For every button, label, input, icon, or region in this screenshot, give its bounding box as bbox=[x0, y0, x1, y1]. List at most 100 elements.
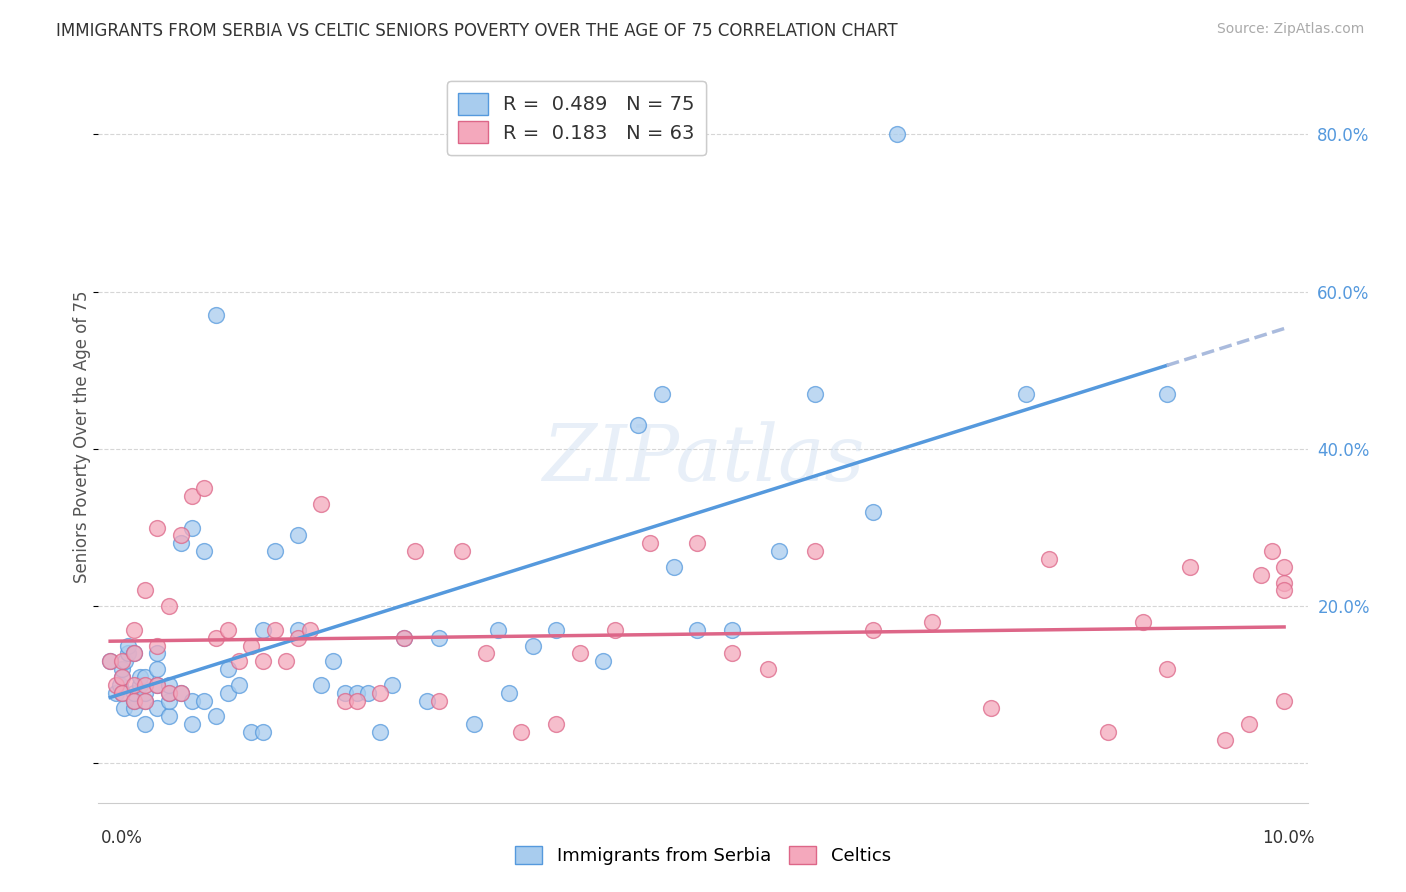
Point bbox=[522, 639, 544, 653]
Point bbox=[1015, 387, 1038, 401]
Point bbox=[114, 654, 136, 668]
Point bbox=[568, 646, 591, 660]
Point bbox=[204, 308, 226, 322]
Point bbox=[157, 686, 180, 700]
Point bbox=[1180, 559, 1202, 574]
Point bbox=[111, 686, 134, 700]
Point bbox=[111, 662, 134, 676]
Point bbox=[228, 654, 250, 668]
Point bbox=[193, 544, 215, 558]
Point bbox=[181, 520, 204, 534]
Point bbox=[592, 654, 614, 668]
Point bbox=[486, 623, 509, 637]
Point bbox=[1272, 693, 1295, 707]
Point bbox=[134, 678, 156, 692]
Text: 0.0%: 0.0% bbox=[101, 829, 143, 847]
Point bbox=[1272, 575, 1295, 590]
Point bbox=[392, 631, 415, 645]
Point bbox=[111, 654, 134, 668]
Point bbox=[217, 686, 239, 700]
Point bbox=[721, 646, 744, 660]
Point bbox=[311, 497, 333, 511]
Point bbox=[1156, 662, 1178, 676]
Point bbox=[217, 623, 239, 637]
Point bbox=[146, 520, 169, 534]
Point bbox=[146, 639, 169, 653]
Point bbox=[803, 387, 825, 401]
Point bbox=[122, 623, 145, 637]
Point bbox=[333, 693, 356, 707]
Point bbox=[463, 717, 485, 731]
Point bbox=[276, 654, 298, 668]
Point bbox=[217, 662, 239, 676]
Point bbox=[122, 646, 145, 660]
Point bbox=[157, 599, 180, 614]
Point bbox=[1272, 559, 1295, 574]
Point bbox=[122, 678, 145, 692]
Point bbox=[1156, 387, 1178, 401]
Point bbox=[381, 678, 404, 692]
Point bbox=[475, 646, 498, 660]
Point bbox=[169, 686, 191, 700]
Point bbox=[416, 693, 439, 707]
Point bbox=[651, 387, 673, 401]
Point bbox=[122, 693, 145, 707]
Point bbox=[451, 544, 474, 558]
Point bbox=[510, 725, 533, 739]
Point bbox=[287, 631, 309, 645]
Point bbox=[252, 623, 274, 637]
Point bbox=[108, 678, 131, 692]
Point bbox=[157, 709, 180, 723]
Point bbox=[181, 489, 204, 503]
Point bbox=[1097, 725, 1119, 739]
Point bbox=[1038, 552, 1060, 566]
Point bbox=[134, 693, 156, 707]
Text: ZIPatlas: ZIPatlas bbox=[541, 421, 865, 497]
Point bbox=[157, 678, 180, 692]
Point bbox=[980, 701, 1002, 715]
Point bbox=[128, 670, 150, 684]
Text: 10.0%: 10.0% bbox=[1263, 829, 1315, 847]
Text: IMMIGRANTS FROM SERBIA VS CELTIC SENIORS POVERTY OVER THE AGE OF 75 CORRELATION : IMMIGRANTS FROM SERBIA VS CELTIC SENIORS… bbox=[56, 22, 898, 40]
Point bbox=[122, 701, 145, 715]
Point bbox=[1272, 583, 1295, 598]
Point bbox=[322, 654, 344, 668]
Point bbox=[498, 686, 520, 700]
Point bbox=[228, 678, 250, 692]
Point bbox=[287, 623, 309, 637]
Point bbox=[427, 631, 450, 645]
Point bbox=[921, 615, 943, 629]
Legend: Immigrants from Serbia, Celtics: Immigrants from Serbia, Celtics bbox=[506, 837, 900, 874]
Point bbox=[756, 662, 779, 676]
Y-axis label: Seniors Poverty Over the Age of 75: Seniors Poverty Over the Age of 75 bbox=[73, 291, 91, 583]
Point bbox=[134, 670, 156, 684]
Point bbox=[252, 725, 274, 739]
Point bbox=[546, 623, 568, 637]
Point bbox=[768, 544, 790, 558]
Point bbox=[112, 701, 135, 715]
Point bbox=[287, 528, 309, 542]
Text: Source: ZipAtlas.com: Source: ZipAtlas.com bbox=[1216, 22, 1364, 37]
Point bbox=[346, 686, 368, 700]
Point bbox=[98, 654, 121, 668]
Point bbox=[252, 654, 274, 668]
Point bbox=[1261, 544, 1284, 558]
Point bbox=[240, 639, 263, 653]
Point bbox=[638, 536, 661, 550]
Point bbox=[146, 678, 169, 692]
Point bbox=[546, 717, 568, 731]
Point bbox=[1237, 717, 1260, 731]
Point bbox=[181, 693, 204, 707]
Point bbox=[105, 686, 128, 700]
Point bbox=[146, 662, 169, 676]
Point bbox=[311, 678, 333, 692]
Point bbox=[122, 693, 145, 707]
Legend: R =  0.489   N = 75, R =  0.183   N = 63: R = 0.489 N = 75, R = 0.183 N = 63 bbox=[447, 81, 706, 155]
Point bbox=[346, 693, 368, 707]
Point bbox=[157, 693, 180, 707]
Point bbox=[111, 686, 134, 700]
Point bbox=[1132, 615, 1154, 629]
Point bbox=[128, 678, 150, 692]
Point bbox=[263, 544, 285, 558]
Point bbox=[721, 623, 744, 637]
